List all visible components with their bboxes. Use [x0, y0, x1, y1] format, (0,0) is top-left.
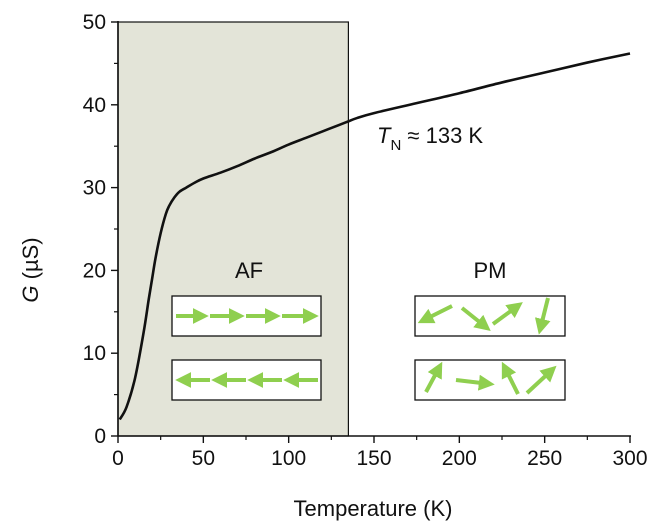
y-tick-label: 0 — [94, 425, 106, 448]
pm-spins-bottom-box — [414, 359, 566, 401]
conductance-curve — [118, 52, 631, 421]
spin-arrow-icon — [417, 304, 453, 324]
tn-symbol: T — [377, 123, 392, 148]
series-line — [118, 52, 631, 421]
spin-arrow-icon — [501, 361, 520, 395]
spin-arrow-icon — [525, 365, 557, 395]
x-axis-title: Temperature (K) — [294, 496, 453, 521]
y-axis-variable: G — [18, 286, 43, 303]
af-spins-bottom-box — [171, 359, 322, 401]
spin-arrow-icon — [534, 297, 551, 335]
y-tick-label: 30 — [83, 177, 106, 200]
x-tick-label: 0 — [112, 447, 124, 470]
y-tick-label: 20 — [83, 259, 106, 282]
y-axis-unit: (µS) — [18, 237, 43, 285]
y-axis-title: G (µS) — [18, 237, 43, 302]
spin-arrow-icon — [491, 302, 523, 326]
x-tick-label: 200 — [442, 447, 477, 470]
spin-arrow-icon — [460, 306, 491, 331]
tn-value: ≈ 133 K — [401, 123, 483, 148]
x-tick-label: 300 — [612, 447, 647, 470]
x-tick-label: 50 — [192, 447, 215, 470]
pm-spins-top-box — [414, 295, 566, 337]
y-tick-label: 40 — [83, 94, 106, 117]
pm-phase-label: PM — [474, 258, 507, 283]
pm-arrows-random — [417, 297, 551, 335]
tn-subscript: N — [390, 137, 401, 154]
spin-arrow-icon — [424, 361, 443, 393]
axis-ticks — [111, 21, 631, 443]
af-phase-label: AF — [235, 258, 263, 283]
af-spins-top-box — [171, 295, 322, 337]
y-tick-label: 10 — [83, 342, 106, 365]
axis-tick-labels: 0 50 100 150 200 250 300 0 10 20 30 40 50 — [83, 11, 648, 470]
x-tick-label: 250 — [527, 447, 562, 470]
x-tick-label: 150 — [356, 447, 391, 470]
pm-arrows-random — [424, 361, 557, 395]
y-tick-label: 50 — [83, 11, 106, 34]
spin-arrow-icon — [455, 374, 495, 391]
x-tick-label: 100 — [271, 447, 306, 470]
neel-temperature-label: TN ≈ 133 K — [377, 123, 483, 154]
